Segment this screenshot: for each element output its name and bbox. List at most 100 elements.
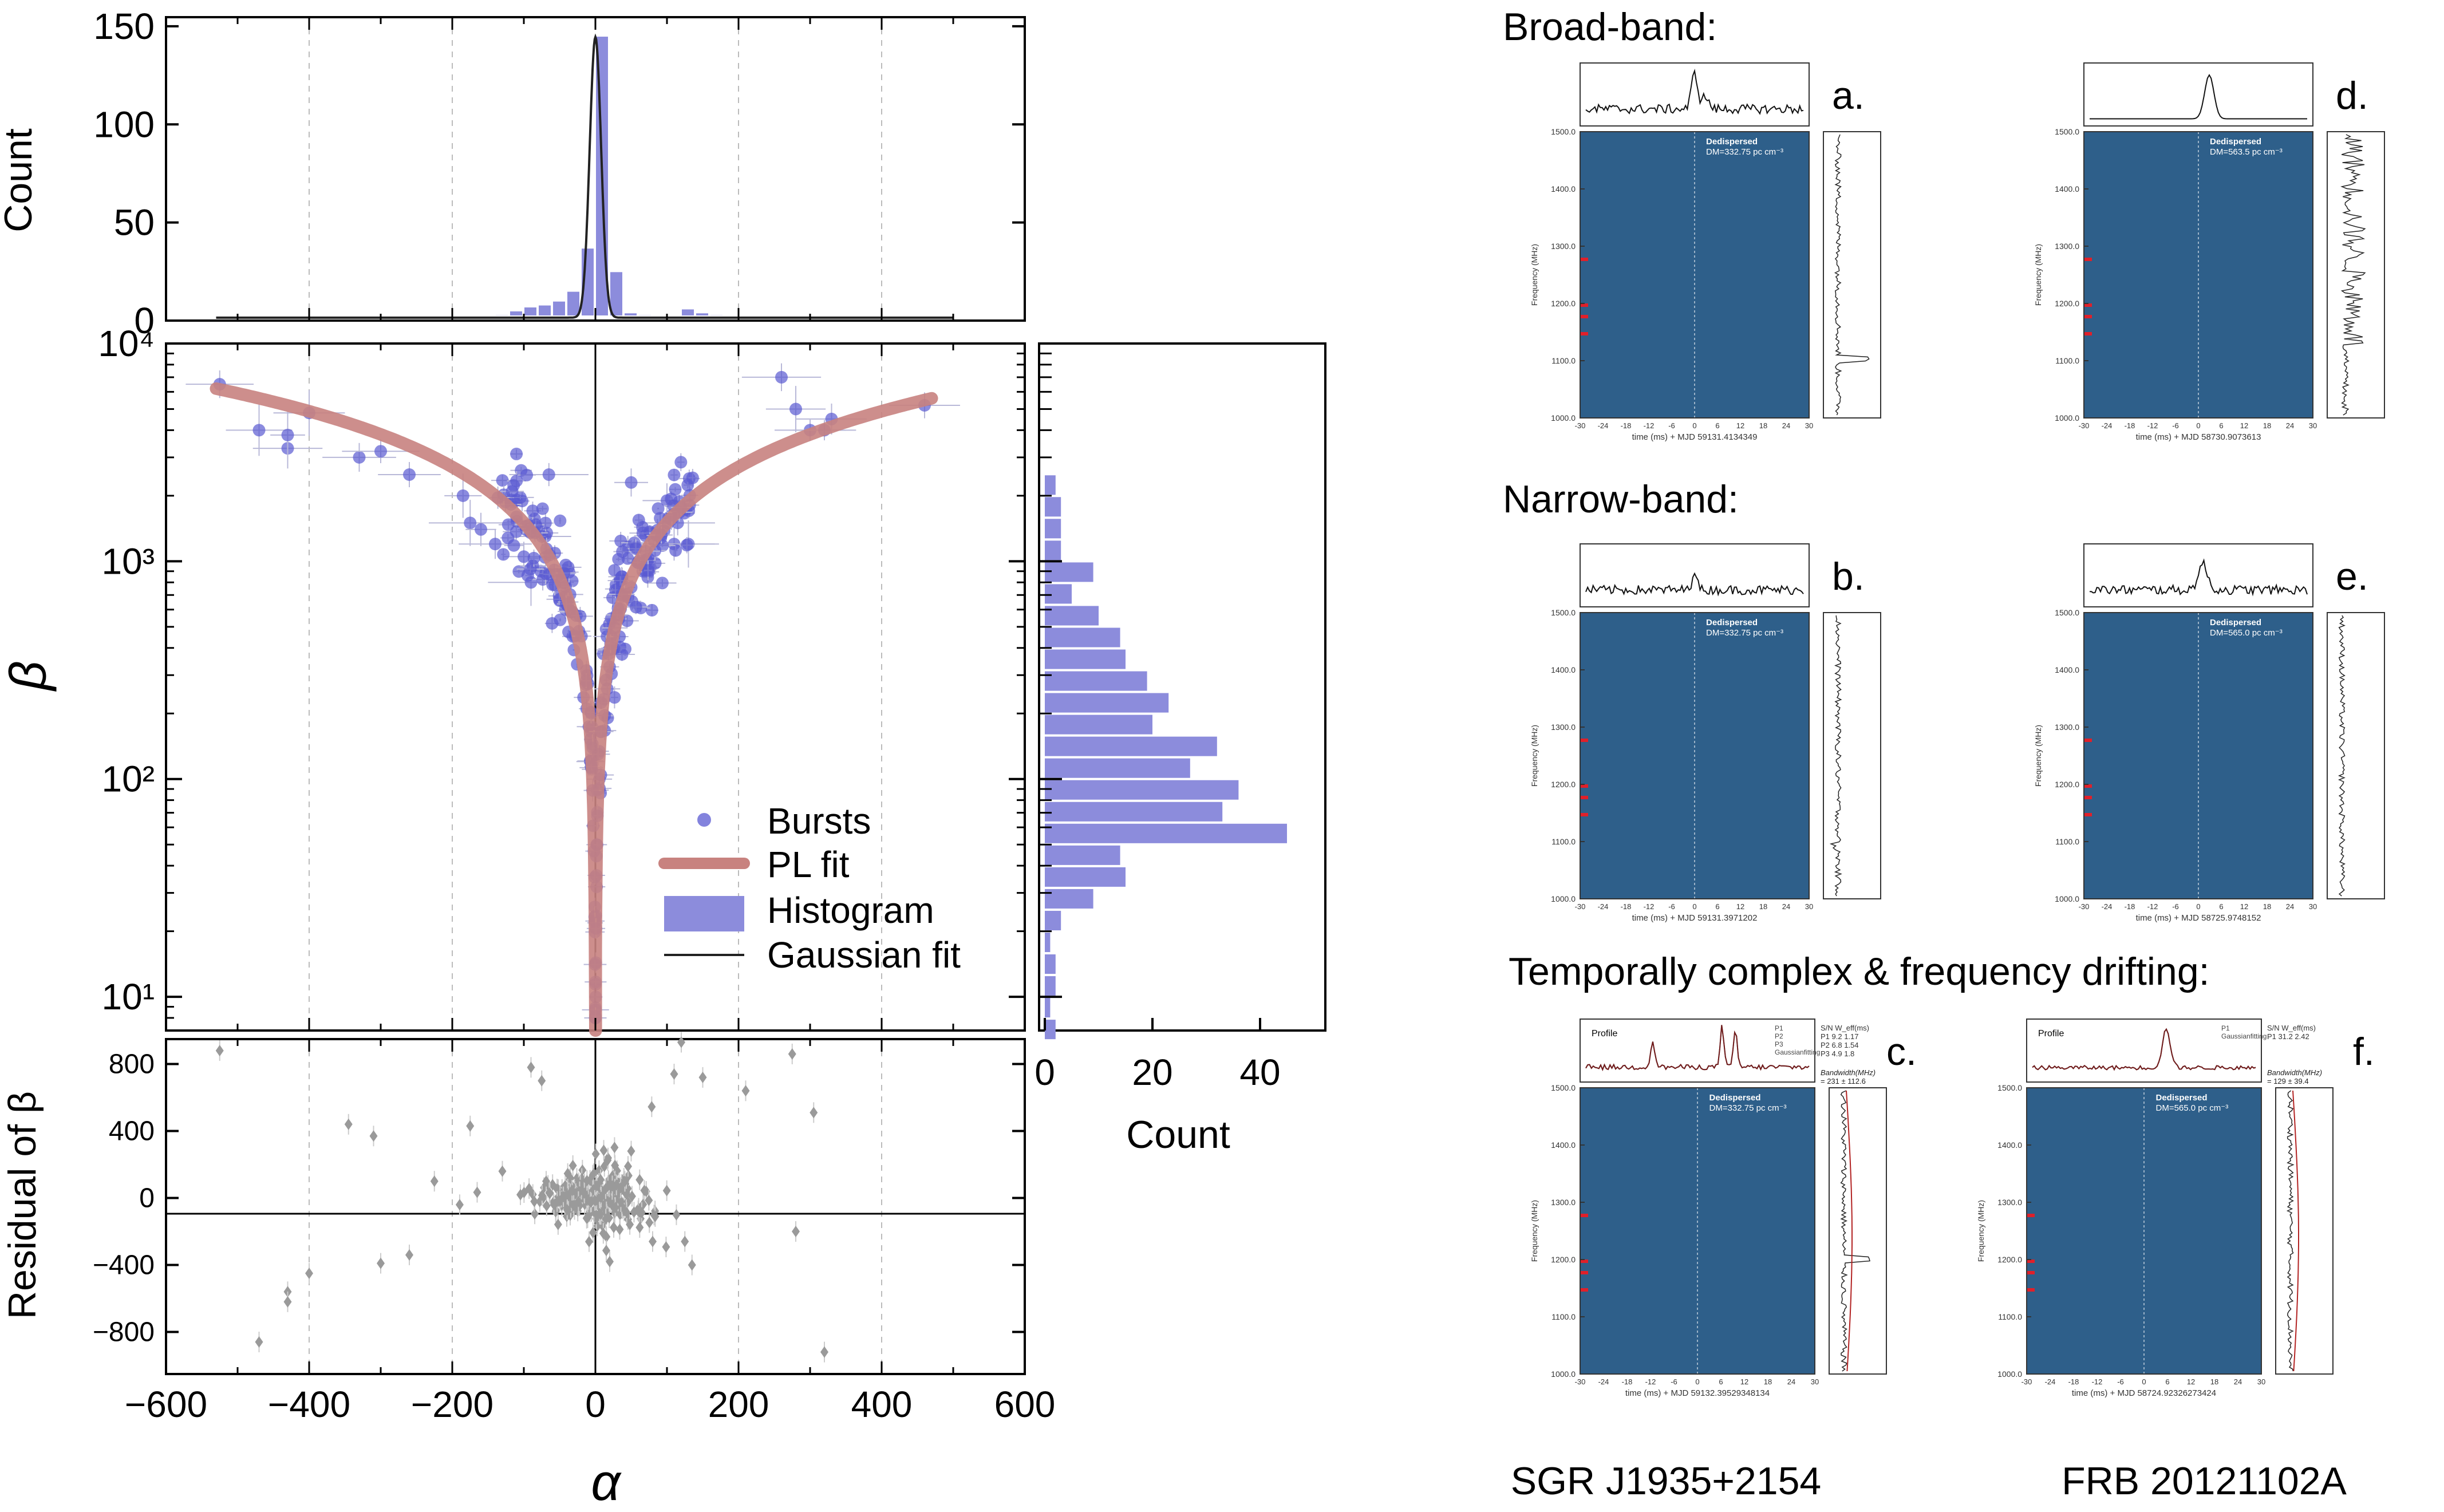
residual-point [589,1184,598,1196]
top-histogram-ylabel: Count [0,128,40,232]
residual-point [602,1213,610,1225]
burst-point [616,545,629,558]
right-hist-bar [1045,823,1287,843]
residual-point [589,1227,597,1239]
freq-tick-label: 1100.0 [1551,356,1576,365]
burst-point [669,483,682,496]
main-ytick-label: 10¹ [102,976,155,1017]
time-axis-label: time (ms) + MJD 59131.4134349 [1632,432,1758,442]
time-tick-label: 12 [2240,421,2248,430]
burst-point [554,613,567,626]
right-histogram-frame [1038,342,1326,1032]
residual-point [788,1048,796,1060]
residual-point [589,1169,597,1181]
main-ytick-label: 10² [102,759,155,800]
burst-point [625,476,638,489]
time-tick-label: -6 [2172,421,2179,430]
freq-tick-label: 1400.0 [1551,184,1576,194]
main-xtick-label: −200 [411,1384,493,1425]
right-hist-bar [1045,497,1061,517]
right-hist-bar [1045,910,1061,930]
main-ylabel: β [0,661,57,692]
burst-point [496,474,509,487]
legend-pl-label: PL fit [767,844,850,885]
residual-point [820,1346,828,1358]
right-hist-bar [1045,802,1223,822]
burst-point [510,447,523,460]
spectrum-line [1834,134,1870,416]
residual-point [662,1185,671,1197]
right-hist-bar [1045,606,1099,626]
dedispersed-label: Dedispersed [1706,137,1758,147]
gaussian-fit-line [216,33,953,319]
burst-point [403,468,416,481]
burst-point [641,564,654,577]
residual-point [344,1118,353,1130]
section-title-broadband: Broad-band: [1503,5,1717,49]
time-tick-label: 30 [2309,421,2317,430]
main-ytick-label: 10⁴ [98,323,155,364]
section-title-complex: Temporally complex & frequency drifting: [1509,950,2210,993]
main-xtick-label: −600 [125,1384,207,1425]
top-hist-bar [709,314,724,317]
freq-tick-label: 1100.0 [2055,356,2079,365]
top-hist-bar [609,271,623,317]
residual-point [455,1199,464,1211]
residual-point [635,1222,644,1234]
residual-point [542,1200,551,1212]
right-hist-xtick-label: 40 [1239,1052,1280,1093]
residual-point [255,1336,263,1348]
burst-point [526,504,539,518]
right-hist-bar [1045,998,1051,1018]
time-tick-label: 24 [2286,421,2294,430]
top-hist-ytick-label: 150 [93,6,155,47]
time-tick-label: -18 [2125,421,2135,430]
right-hist-bar [1045,780,1239,800]
burst-point [527,551,540,564]
right-hist-bar [1045,976,1056,996]
rfi-mask [2084,332,2092,335]
residual-point [611,1202,619,1214]
residual-point [583,1175,591,1187]
residual-point [538,1190,546,1202]
burst-point [789,402,802,416]
dedispersed-label: Dedispersed [2210,137,2261,147]
panel-letter: d. [2336,74,2368,117]
dynamic-spectrum [1580,131,1810,419]
time-tick-label: -6 [1668,421,1675,430]
top-hist-bar [523,306,538,317]
residual-point [621,1175,629,1187]
residual-point [570,1199,578,1211]
time-tick-label: 30 [1805,421,1813,430]
top-hist-bar [623,312,638,317]
time-tick-label: 0 [1692,421,1696,430]
residual-point [601,1183,610,1195]
burst-point [252,424,266,437]
spectrum-box [2327,131,2385,419]
residual-point [688,1259,696,1271]
burst-point [281,428,294,441]
pl-fit-curve [210,382,938,1037]
right-hist-bar [1045,627,1120,648]
right-hist-bar [1045,889,1093,909]
residual-point [377,1257,385,1269]
legend-bursts-label: Bursts [767,800,871,842]
residual-ytick-label: −800 [93,1317,155,1348]
right-hist-bar [1045,867,1126,887]
main-scatter-chart: 10¹ 10² 10³ 10⁴ β Bursts PL fit Histogram G… [0,323,1026,1037]
time-tick-label: 6 [1715,421,1719,430]
residual-point [599,1144,608,1156]
residual-point [597,1174,605,1186]
residual-point [639,1198,647,1210]
residual-point [563,1167,572,1179]
freq-tick-label: 1200.0 [1551,299,1576,308]
rfi-mask [1580,332,1588,335]
residual-ytick-label: 800 [109,1049,155,1080]
residual-point [610,1142,619,1154]
residual-point [741,1085,750,1097]
section-title-narrowband: Narrow-band: [1503,477,1739,521]
residual-point [563,1204,571,1216]
burst-point [506,485,519,498]
